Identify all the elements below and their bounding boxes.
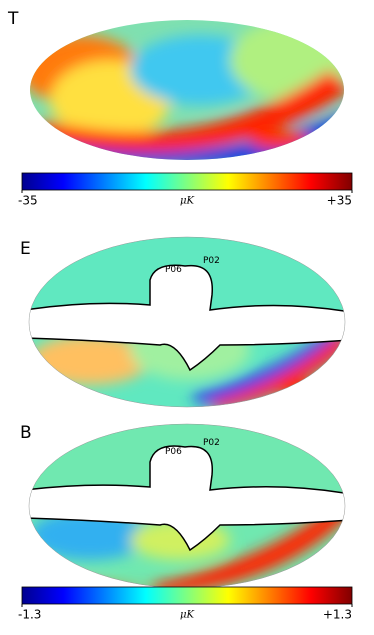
region-label: P06 <box>165 447 182 457</box>
sky-map <box>29 424 345 588</box>
region-label: P06 <box>165 265 182 275</box>
unit-label: μK <box>180 610 194 621</box>
tick-label: +35 <box>327 194 352 208</box>
tick-label: +1.3 <box>323 608 352 622</box>
sky-map <box>29 237 345 407</box>
unit-label: μK <box>180 196 194 207</box>
region-label: P02 <box>203 438 220 448</box>
tick-label: -1.3 <box>18 608 41 622</box>
region-label: P02 <box>203 256 220 266</box>
colorbar <box>21 172 353 191</box>
panel-label: B <box>20 423 32 443</box>
colorbar <box>21 586 353 605</box>
panel-label: E <box>20 239 31 259</box>
sky-map <box>30 20 344 160</box>
panel-label: T <box>7 9 19 29</box>
tick-label: -35 <box>18 194 38 208</box>
